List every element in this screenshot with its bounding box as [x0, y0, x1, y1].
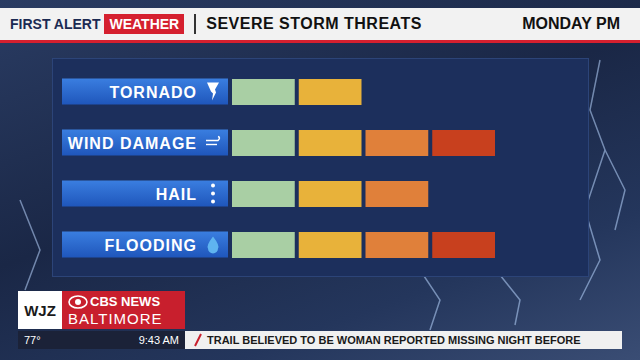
html-text:BALTIMORE: BALTIMORE	[68, 310, 163, 327]
html-text:9:43 AM: 9:43 AM	[138, 334, 179, 346]
html-text:77°: 77°	[24, 334, 41, 346]
html-text:WJZ: WJZ	[24, 301, 56, 319]
html-text:TRAIL BELIEVED TO BE WOMAN REP: TRAIL BELIEVED TO BE WOMAN REPORTED MISS…	[207, 334, 581, 346]
svg-text:HAIL: HAIL	[156, 186, 197, 203]
html-text:CBS NEWS: CBS NEWS	[90, 294, 161, 309]
html-text:SEVERE STORM THREATS: SEVERE STORM THREATS	[206, 15, 422, 32]
svg-text:FLOODING: FLOODING	[105, 237, 197, 254]
html-text:MONDAY PM: MONDAY PM	[522, 15, 620, 32]
html-text:FIRST ALERT: FIRST ALERT	[10, 16, 101, 32]
svg-text:TORNADO: TORNADO	[109, 84, 197, 101]
svg-text:WIND DAMAGE: WIND DAMAGE	[68, 135, 197, 152]
html-text:WEATHER: WEATHER	[109, 16, 180, 32]
